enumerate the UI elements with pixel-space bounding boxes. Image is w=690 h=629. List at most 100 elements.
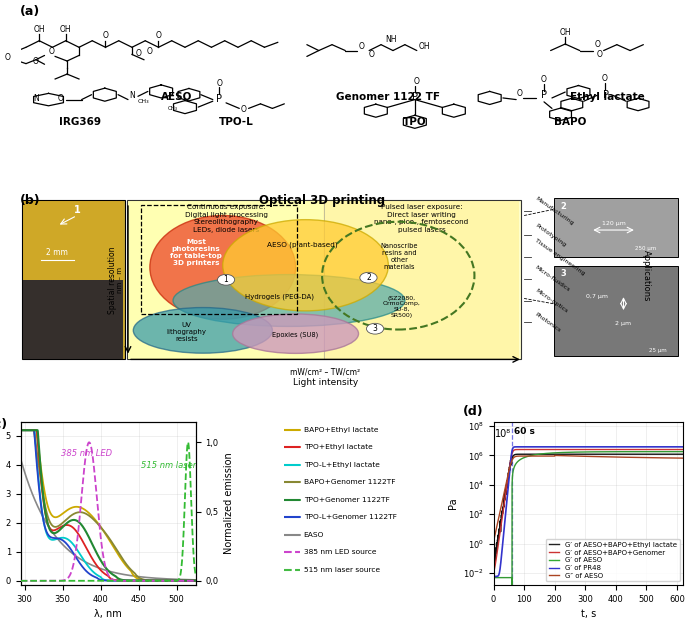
Text: 385 nm LED: 385 nm LED [61, 449, 112, 459]
FancyBboxPatch shape [324, 201, 520, 359]
FancyBboxPatch shape [128, 201, 324, 359]
Text: 2: 2 [366, 273, 371, 282]
Circle shape [366, 323, 384, 334]
Text: AESO (plant-based): AESO (plant-based) [267, 242, 337, 248]
Text: O: O [359, 42, 364, 51]
Text: 385 nm LED source: 385 nm LED source [304, 549, 376, 555]
Text: O: O [413, 77, 419, 86]
Text: Manufacturing: Manufacturing [534, 196, 574, 226]
FancyBboxPatch shape [23, 280, 124, 359]
Text: Ethyl lactate: Ethyl lactate [569, 92, 644, 102]
Text: Tissue engineering: Tissue engineering [534, 238, 586, 276]
Text: 3: 3 [373, 324, 377, 333]
Text: TPO: TPO [403, 117, 426, 127]
Text: O: O [5, 53, 10, 62]
Y-axis label: Normalized emission: Normalized emission [224, 452, 234, 554]
Text: O: O [602, 74, 608, 83]
Circle shape [217, 274, 235, 285]
Text: N: N [129, 91, 135, 100]
FancyBboxPatch shape [23, 201, 124, 359]
Text: EASO: EASO [304, 532, 324, 538]
Text: Spatial resolution: Spatial resolution [108, 246, 117, 313]
Text: AESO: AESO [161, 92, 192, 102]
Ellipse shape [133, 308, 273, 353]
Text: O: O [57, 94, 63, 103]
Text: 250 μm: 250 μm [635, 246, 657, 251]
Ellipse shape [233, 314, 359, 353]
Text: O: O [103, 31, 108, 40]
Text: Nanoscribe
resins and
other
materials: Nanoscribe resins and other materials [381, 243, 418, 270]
Text: NH: NH [385, 35, 397, 45]
Text: Optical 3D printing: Optical 3D printing [259, 194, 385, 208]
Text: BAPO+Genomer 1122TF: BAPO+Genomer 1122TF [304, 479, 395, 485]
Text: 2 μm: 2 μm [615, 321, 631, 326]
Text: OH: OH [33, 25, 45, 33]
X-axis label: t, s: t, s [581, 610, 596, 619]
Text: (d): (d) [463, 405, 484, 418]
Text: CH₃: CH₃ [138, 99, 150, 104]
Text: O: O [369, 50, 375, 59]
Text: O: O [516, 89, 522, 98]
Text: O: O [32, 57, 39, 66]
Text: O: O [597, 50, 603, 59]
Ellipse shape [223, 220, 388, 311]
Text: TPO-L+Ethyl lactate: TPO-L+Ethyl lactate [304, 462, 380, 468]
Text: (a): (a) [20, 5, 40, 18]
Text: N: N [34, 94, 39, 103]
Text: O: O [146, 47, 152, 57]
Text: TPO+Ethyl lactate: TPO+Ethyl lactate [304, 444, 373, 450]
Text: 3: 3 [560, 269, 566, 279]
Text: 1: 1 [224, 276, 228, 284]
Text: Light intensity: Light intensity [293, 379, 358, 387]
Text: O: O [135, 50, 141, 58]
Text: Genomer 1122 TF: Genomer 1122 TF [336, 92, 440, 102]
Text: OH: OH [418, 42, 430, 51]
Text: TPO-L+Genomer 1122TF: TPO-L+Genomer 1122TF [304, 514, 397, 520]
FancyBboxPatch shape [127, 200, 521, 359]
Legend: G′ of AESO+BAPO+Ethyl lactate, G′ of AESO+BAPO+Genomer, G′ of AESO, G′ of PR48, : G′ of AESO+BAPO+Ethyl lactate, G′ of AES… [546, 539, 680, 581]
Text: TPO-L: TPO-L [219, 117, 253, 127]
Text: (c): (c) [0, 418, 8, 431]
Text: O: O [217, 79, 222, 87]
Text: 120 μm: 120 μm [602, 221, 626, 226]
Text: O: O [241, 104, 246, 114]
Circle shape [360, 272, 377, 283]
Text: 25 μm: 25 μm [649, 348, 667, 353]
Text: Most
photoresins
for table-top
3D printers: Most photoresins for table-top 3D printe… [170, 239, 222, 266]
Text: Photonics: Photonics [534, 311, 562, 333]
Text: BAPO: BAPO [554, 117, 586, 127]
FancyBboxPatch shape [554, 266, 678, 357]
Text: Applications: Applications [642, 250, 651, 301]
Text: Hydrogels (PEG-DA): Hydrogels (PEG-DA) [244, 293, 313, 299]
Text: IRG369: IRG369 [59, 117, 101, 127]
FancyBboxPatch shape [554, 198, 678, 257]
Text: 2 mm: 2 mm [46, 248, 68, 257]
Text: OH: OH [560, 28, 571, 37]
Text: TPO+Genomer 1122TF: TPO+Genomer 1122TF [304, 497, 389, 503]
Text: (SZ2080,
OrmoComp,
SU-8,
SR500): (SZ2080, OrmoComp, SU-8, SR500) [383, 296, 420, 318]
Text: BAPO+Ethyl lactate: BAPO+Ethyl lactate [304, 426, 378, 433]
Text: Prototyping: Prototyping [534, 223, 566, 247]
Text: 10⁸: 10⁸ [495, 428, 511, 438]
Y-axis label: Pa: Pa [448, 498, 457, 509]
Text: OH: OH [60, 25, 72, 33]
Text: P: P [603, 90, 609, 99]
Text: 515 nm laser source: 515 nm laser source [304, 567, 380, 572]
Text: Pulsed laser exposure:
Direct laser writing
nano-, pico-, femtosecond
pulsed las: Pulsed laser exposure: Direct laser writ… [375, 204, 469, 233]
Text: nm – m: nm – m [117, 267, 123, 292]
X-axis label: λ, nm: λ, nm [95, 610, 122, 619]
Text: O: O [594, 40, 600, 49]
Text: UV
lithography
resists: UV lithography resists [166, 321, 206, 342]
Text: P: P [217, 94, 222, 104]
Text: 1: 1 [74, 206, 81, 216]
Ellipse shape [150, 216, 295, 319]
Text: 0,7 μm: 0,7 μm [586, 294, 608, 299]
Text: CH₃: CH₃ [168, 106, 178, 111]
Text: O: O [541, 75, 547, 84]
Text: 515 nm laser: 515 nm laser [141, 461, 197, 470]
FancyBboxPatch shape [22, 200, 125, 359]
Text: Micro-optics: Micro-optics [534, 287, 569, 314]
Text: O: O [155, 31, 161, 40]
Ellipse shape [173, 275, 405, 326]
Text: mW/cm² – TW/cm²: mW/cm² – TW/cm² [290, 368, 360, 377]
